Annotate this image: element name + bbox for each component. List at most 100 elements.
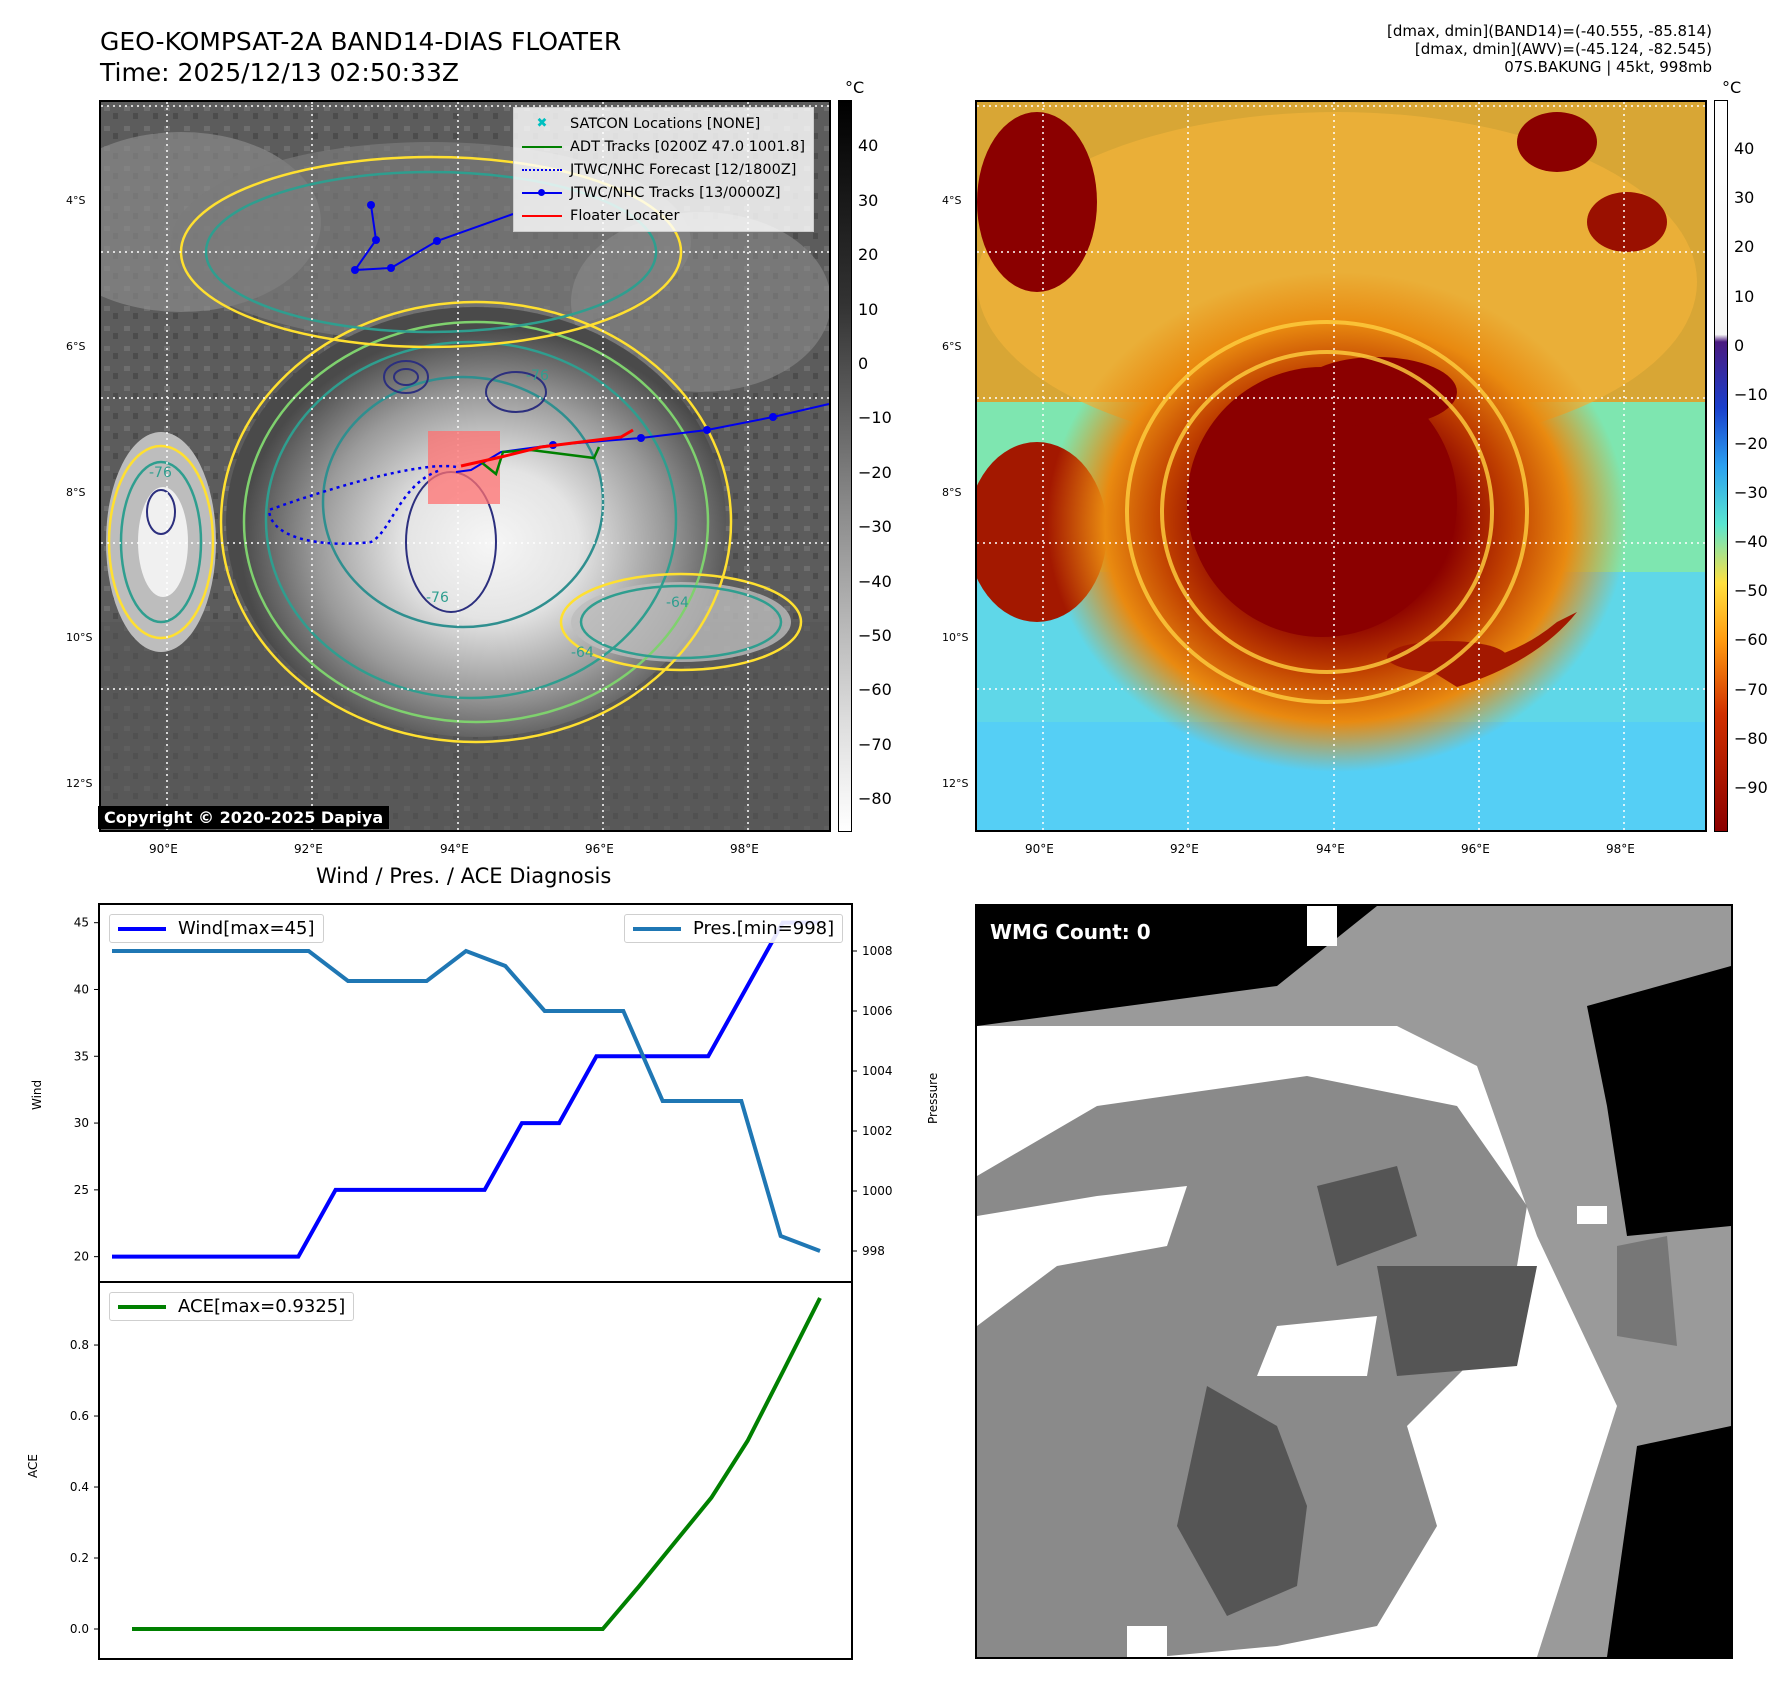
- figure-title: GEO-KOMPSAT-2A BAND14-DIAS FLOATER: [100, 27, 622, 56]
- wind-tick-label: 35: [74, 1049, 89, 1063]
- lon-tick-label: 98°E: [1606, 842, 1635, 856]
- color-ir-imagery: [977, 102, 1705, 830]
- wind-tick-label: 40: [74, 982, 89, 996]
- gray-cbar-tick: −80: [858, 789, 892, 809]
- pressure-axis-label: Pressure: [926, 1072, 940, 1124]
- legend-item: ADT Tracks [0200Z 47.0 1001.8]: [522, 135, 805, 158]
- storm-info-block: [dmax, dmin](BAND14)=(-40.555, -85.814) …: [1387, 22, 1712, 76]
- color-cbar-tick: 30: [1734, 188, 1755, 208]
- wind-tick-label: 25: [74, 1183, 89, 1197]
- figure-time: Time: 2025/12/13 02:50:33Z: [100, 58, 459, 87]
- pressure-tick-label: 998: [862, 1244, 885, 1258]
- floater-locater-line: [460, 428, 634, 468]
- color-cbar-tick: −90: [1734, 777, 1768, 797]
- gray-cbar-tick: 20: [858, 245, 879, 265]
- color-cbar-tick: −10: [1734, 384, 1768, 404]
- lon-tick-label: 90°E: [1025, 842, 1054, 856]
- lon-tick-label: 94°E: [440, 842, 469, 856]
- wind-pressure-axes-frame: [98, 903, 853, 1283]
- lat-tick-label: 4°S: [942, 194, 962, 207]
- diagnosis-title: Wind / Pres. / ACE Diagnosis: [316, 864, 612, 888]
- red-line-icon: [522, 209, 562, 223]
- storm-summary: 07S.BAKUNG | 45kt, 998mb: [1504, 58, 1712, 76]
- ace-tick-label: 0.6: [70, 1409, 89, 1423]
- lat-tick-label: 6°S: [942, 340, 962, 353]
- pressure-tick-label: 1006: [862, 1004, 893, 1018]
- ace-axes-frame: [98, 1281, 853, 1660]
- lon-tick-label: 94°E: [1316, 842, 1345, 856]
- marker-line-icon: [522, 186, 562, 200]
- dotted-line-icon: [522, 163, 562, 177]
- gray-cbar-tick: 10: [858, 299, 879, 319]
- gray-cbar-tick: −50: [858, 626, 892, 646]
- legend-item: JTWC/NHC Forecast [12/1800Z]: [522, 158, 805, 181]
- forecast-track: [267, 464, 457, 545]
- pressure-tick-label: 1000: [862, 1184, 893, 1198]
- lat-tick-label: 10°S: [942, 631, 969, 644]
- lon-tick-label: 96°E: [585, 842, 614, 856]
- color-cbar-tick: −70: [1734, 679, 1768, 699]
- pressure-legend-line: [633, 926, 681, 931]
- legend-item: JTWC/NHC Tracks [13/0000Z]: [522, 181, 805, 204]
- wind-legend-line: [118, 926, 166, 931]
- figure-title-block: GEO-KOMPSAT-2A BAND14-DIAS FLOATER Time:…: [100, 26, 621, 88]
- gray-cbar-tick: −10: [858, 408, 892, 428]
- pressure-series-line: [112, 948, 821, 1253]
- color-cbar-tick: 10: [1734, 286, 1755, 306]
- color-cbar-tick: −60: [1734, 630, 1768, 650]
- color-colorbar: [1714, 100, 1728, 832]
- lon-tick-label: 92°E: [1170, 842, 1199, 856]
- contour-label: -64: [571, 645, 594, 661]
- wind-axis-label: Wind: [30, 1079, 44, 1110]
- adt-track: [480, 446, 601, 477]
- gray-colorbar: [838, 100, 852, 832]
- lon-tick-label: 96°E: [1461, 842, 1490, 856]
- solid-line-icon: [522, 140, 562, 154]
- ace-tick-label: 0.8: [70, 1338, 89, 1352]
- band14-range: [dmax, dmin](BAND14)=(-40.555, -85.814): [1387, 22, 1712, 40]
- gray-cbar-tick: −30: [858, 517, 892, 537]
- color-cbar-tick: −20: [1734, 433, 1768, 453]
- grayscale-ir-imagery: -76 -76 -64 -76 -64: [101, 102, 829, 830]
- gray-cbar-tick: −40: [858, 571, 892, 591]
- ace-legend: ACE[max=0.9325]: [109, 1292, 355, 1321]
- color-cbar-tick: 0: [1734, 335, 1745, 355]
- gray-cbar-tick: −60: [858, 680, 892, 700]
- color-cbar-tick: −80: [1734, 728, 1768, 748]
- lon-tick-label: 90°E: [149, 842, 178, 856]
- wind-tick-label: 20: [74, 1250, 89, 1264]
- color-ir-map: [975, 100, 1707, 832]
- lat-tick-label: 4°S: [66, 194, 86, 207]
- color-cbar-tick: 20: [1734, 237, 1755, 257]
- ace-axis-label: ACE: [26, 1454, 40, 1478]
- lat-tick-label: 12°S: [66, 777, 93, 790]
- wmg-panel: [975, 904, 1733, 1659]
- color-colorbar-unit: °C: [1722, 78, 1742, 97]
- ace-tick-label: 0.0: [70, 1622, 89, 1636]
- wind-legend: Wind[max=45]: [109, 914, 324, 943]
- ace-tick-label: 0.2: [70, 1551, 89, 1565]
- pressure-tick-label: 1008: [862, 944, 893, 958]
- awv-range: [dmax, dmin](AWV)=(-45.124, -82.545): [1414, 40, 1712, 58]
- color-cbar-tick: −40: [1734, 532, 1768, 552]
- wmg-classification-image: [977, 906, 1731, 1657]
- ace-series-line: [132, 1297, 822, 1631]
- lat-tick-label: 8°S: [942, 486, 962, 499]
- pressure-tick-label: 1002: [862, 1124, 893, 1138]
- wind-tick-label: 30: [74, 1116, 89, 1130]
- legend-item: Floater Locater: [522, 204, 805, 227]
- color-cbar-tick: −50: [1734, 581, 1768, 601]
- gray-cbar-tick: −20: [858, 462, 892, 482]
- grayscale-ir-map: -76 -76 -64 -76 -64: [99, 100, 831, 832]
- pressure-legend: Pres.[min=998]: [624, 914, 844, 943]
- wmg-count: WMG Count: 0: [990, 920, 1151, 944]
- pressure-tick-label: 1004: [862, 1064, 893, 1078]
- ace-legend-line: [118, 1304, 166, 1309]
- ace-tick-label: 0.4: [70, 1480, 89, 1494]
- contour-label: -76: [426, 590, 449, 606]
- gray-colorbar-unit: °C: [845, 78, 865, 97]
- color-cbar-tick: −30: [1734, 483, 1768, 503]
- gray-cbar-tick: 0: [858, 353, 869, 373]
- satcon-x-icon: ✖: [536, 115, 548, 131]
